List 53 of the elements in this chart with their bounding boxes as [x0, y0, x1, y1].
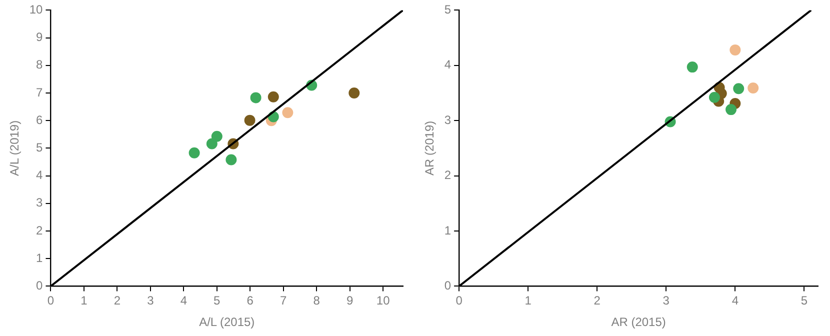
x-tick-label: 10 [376, 294, 390, 308]
point [282, 107, 294, 118]
x-tick-label: 1 [524, 294, 532, 308]
y-tick-label: 9 [36, 30, 44, 44]
y-tick-label: 1 [36, 250, 44, 265]
x-tick-label: 0 [47, 294, 54, 308]
x-tick-label: 3 [147, 294, 154, 308]
y-tick-label: 0 [36, 278, 44, 293]
y-tick-label: 3 [36, 196, 44, 210]
point [188, 147, 200, 158]
point [686, 62, 698, 73]
y-axis-title: A/L (2019) [8, 120, 22, 176]
x-tick-label: 2 [594, 294, 601, 308]
point [244, 114, 256, 126]
x-tick-label: 6 [246, 294, 254, 308]
x-tick-label: 5 [800, 294, 808, 308]
point [348, 88, 360, 98]
x-tick-label: 2 [114, 294, 121, 308]
y-tick-label: 2 [36, 223, 44, 238]
x-tick-label: 1 [80, 294, 88, 308]
point [748, 82, 759, 94]
point [733, 83, 744, 94]
y-tick-label: 2 [444, 168, 452, 182]
y-tick-label: 10 [29, 2, 44, 17]
point [226, 154, 237, 166]
x-tick-label: 0 [456, 294, 463, 308]
x-axis-title: AR (2015) [611, 315, 666, 330]
y-tick-label: 0 [444, 278, 452, 293]
point [206, 138, 218, 150]
y-tick-label: 3 [444, 112, 452, 127]
point [211, 130, 222, 142]
x-tick-label: 8 [313, 294, 320, 308]
y-axis-title: AR (2019) [422, 120, 437, 176]
point [268, 91, 279, 102]
x-tick-label: 3 [662, 294, 670, 308]
point [726, 104, 737, 116]
point [250, 92, 262, 104]
y-tick-label: 4 [444, 58, 452, 72]
x-tick-label: 4 [732, 294, 739, 308]
y-tick-label: 1 [444, 223, 452, 238]
point [730, 44, 741, 56]
x-axis-title: A/L (2015) [199, 315, 255, 330]
y-tick-label: 4 [36, 168, 44, 182]
x-tick-label: 9 [346, 294, 354, 308]
y-tick-label: 6 [36, 112, 44, 127]
x-tick-label: 7 [280, 294, 288, 308]
point [708, 92, 720, 103]
y-tick-label: 5 [444, 2, 452, 17]
x-tick-label: 4 [180, 294, 188, 308]
y-tick-label: 7 [36, 85, 44, 100]
x-tick-label: 5 [214, 294, 221, 308]
y-tick-label: 5 [36, 140, 44, 155]
y-tick-label: 8 [36, 58, 44, 72]
